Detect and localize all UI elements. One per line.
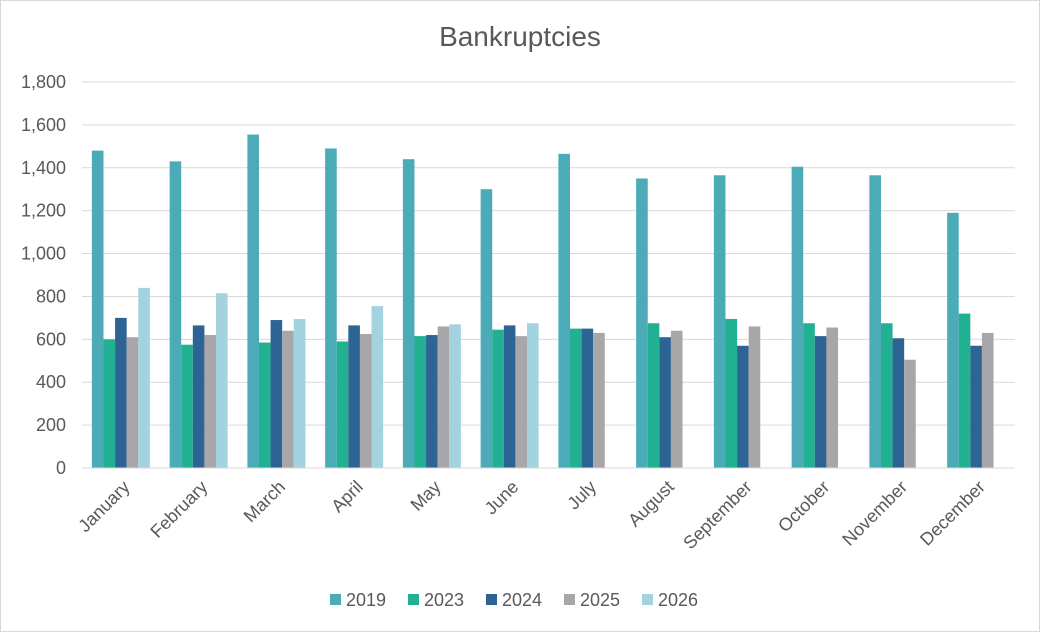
bar-2025-november bbox=[904, 359, 916, 468]
x-tick-label: November bbox=[838, 477, 911, 550]
x-tick-label: August bbox=[624, 477, 678, 531]
y-tick-label: 1,600 bbox=[21, 115, 66, 135]
bar-2025-may bbox=[437, 326, 450, 468]
y-tick-label: 0 bbox=[56, 458, 66, 478]
x-tick-label: September bbox=[679, 477, 755, 553]
bar-2026-march bbox=[293, 318, 306, 468]
bar-2024-june bbox=[503, 325, 516, 468]
legend-swatch bbox=[330, 594, 341, 605]
y-axis-ticks: 0 200 400 600 800 1,000 1,200 1,400 1,600 1,800 bbox=[21, 72, 66, 478]
bar-2025-september bbox=[748, 326, 761, 468]
bar-2024-february bbox=[192, 325, 205, 468]
x-tick-label: October bbox=[774, 477, 833, 536]
y-tick-label: 1,400 bbox=[21, 158, 66, 178]
bar-2024-september bbox=[737, 345, 749, 468]
legend-swatch bbox=[564, 594, 575, 605]
bar-2023-july bbox=[569, 328, 582, 468]
bar-2025-december bbox=[981, 332, 994, 468]
legend-label: 2025 bbox=[580, 590, 620, 610]
chart-title: Bankruptcies bbox=[439, 21, 601, 52]
bar-2025-august bbox=[670, 330, 683, 468]
gridlines bbox=[82, 81, 1015, 426]
bar-2026-april bbox=[371, 306, 384, 468]
x-tick-label: April bbox=[327, 477, 367, 517]
bar-2026-may bbox=[449, 324, 461, 468]
legend-label: 2026 bbox=[658, 590, 698, 610]
bar-2023-december bbox=[958, 313, 971, 468]
y-tick-label: 800 bbox=[36, 286, 66, 306]
y-tick-label: 1,000 bbox=[21, 244, 66, 264]
y-tick-label: 1,200 bbox=[21, 201, 66, 221]
legend-label: 2024 bbox=[502, 590, 542, 610]
bar-2019-october bbox=[791, 166, 804, 468]
legend-swatch bbox=[408, 594, 419, 605]
bar-2019-may bbox=[402, 159, 415, 468]
bar-2023-april bbox=[336, 341, 349, 468]
bar-2019-april bbox=[325, 148, 337, 469]
bar-2023-may bbox=[414, 336, 427, 468]
bar-2024-july bbox=[581, 328, 594, 468]
y-tick-label: 1,800 bbox=[21, 72, 66, 92]
y-tick-label: 400 bbox=[36, 372, 66, 392]
y-tick-label: 600 bbox=[36, 329, 66, 349]
x-tick-label: May bbox=[407, 477, 445, 515]
x-tick-label: January bbox=[74, 477, 133, 536]
bar-2024-march bbox=[270, 320, 283, 468]
bar-2019-february bbox=[169, 161, 182, 468]
bar-2023-october bbox=[803, 323, 815, 468]
bar-2026-february bbox=[216, 293, 228, 468]
bar-2019-december bbox=[947, 212, 959, 468]
bar-2019-june bbox=[480, 189, 493, 468]
x-tick-label: July bbox=[563, 477, 600, 514]
bar-2023-september bbox=[725, 318, 738, 468]
bar-2023-november bbox=[880, 323, 893, 468]
bar-2026-june bbox=[527, 323, 539, 468]
legend-label: 2023 bbox=[424, 590, 464, 610]
legend-label: 2019 bbox=[346, 590, 386, 610]
bar-2025-july bbox=[593, 332, 605, 468]
bar-2023-june bbox=[492, 329, 504, 468]
bar-2026-january bbox=[138, 287, 150, 468]
x-tick-label: February bbox=[146, 477, 211, 542]
x-tick-label: December bbox=[916, 477, 989, 550]
bar-2025-april bbox=[359, 333, 372, 468]
bar-2019-july bbox=[558, 153, 570, 468]
bar-2024-october bbox=[814, 336, 827, 468]
bar-2019-march bbox=[247, 134, 259, 469]
legend-swatch bbox=[486, 594, 497, 605]
y-tick-label: 200 bbox=[36, 415, 66, 435]
x-axis-ticks: January February March April May June July Augu… bbox=[74, 477, 989, 553]
bar-2019-august bbox=[636, 178, 648, 468]
legend: 2019 2023 2024 2025 2026 bbox=[330, 590, 698, 610]
x-tick-label: June bbox=[481, 477, 523, 519]
bar-2023-august bbox=[647, 323, 660, 468]
bar-2019-september bbox=[713, 175, 726, 468]
bar-2024-august bbox=[659, 337, 671, 468]
bar-2023-february bbox=[181, 344, 193, 468]
bar-2025-june bbox=[515, 336, 528, 468]
x-tick-label: March bbox=[240, 477, 290, 527]
bars bbox=[91, 134, 994, 469]
bar-2019-november bbox=[869, 175, 881, 468]
bar-2023-january bbox=[103, 339, 116, 468]
bar-2025-march bbox=[282, 330, 294, 468]
bar-2023-march bbox=[258, 342, 271, 468]
bar-2025-october bbox=[826, 327, 839, 468]
bar-2024-april bbox=[348, 325, 360, 468]
bar-2024-november bbox=[892, 338, 905, 468]
legend-swatch bbox=[642, 594, 653, 605]
bar-2019-january bbox=[91, 150, 104, 468]
bar-2024-december bbox=[970, 345, 982, 468]
bar-2025-february bbox=[204, 335, 217, 468]
bar-2025-january bbox=[126, 337, 139, 468]
bar-2024-january bbox=[115, 317, 127, 468]
bar-2024-may bbox=[426, 335, 438, 468]
